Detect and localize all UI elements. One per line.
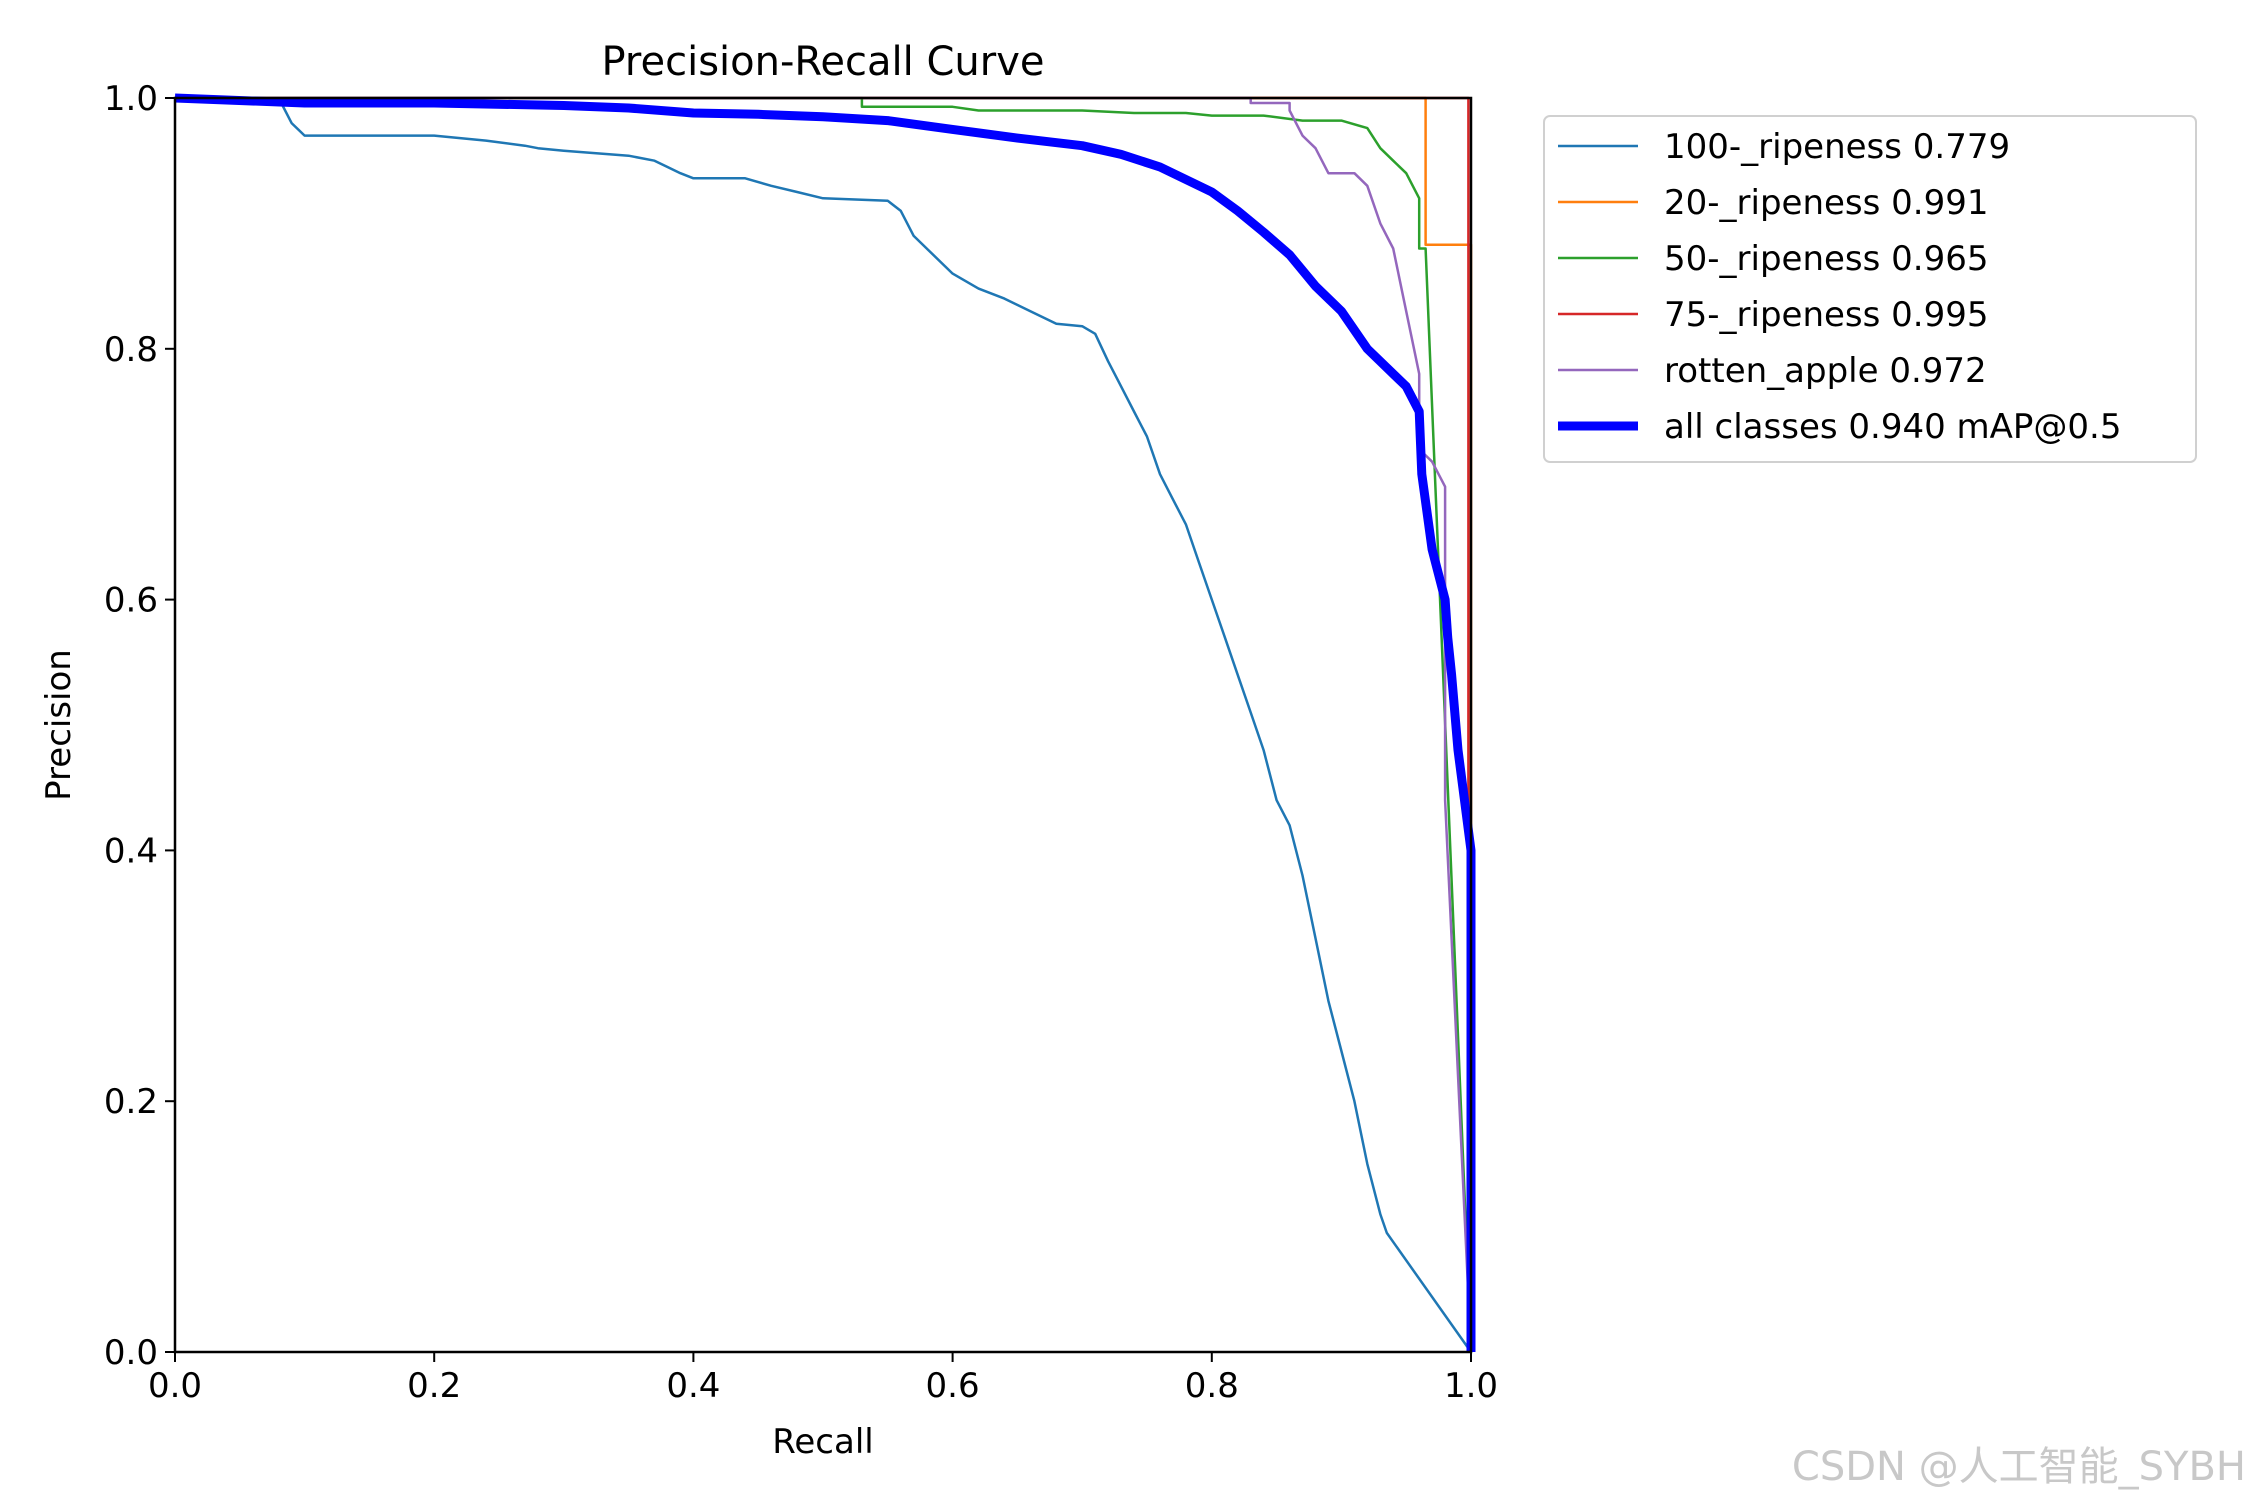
legend-label: all classes 0.940 mAP@0.5 (1664, 407, 2121, 447)
y-tick-label: 0.0 (104, 1333, 158, 1373)
legend: 100-_ripeness 0.779 20-_ripeness 0.991 50-… (1543, 115, 2197, 463)
x-tick-label: 0.8 (1185, 1366, 1239, 1406)
plot-frame (173, 96, 1473, 1354)
x-tick-label: 0.4 (666, 1366, 720, 1406)
axes: 0.0 0.2 0.4 0.6 0.8 1.0 0.0 0.2 0.4 0.6 0.8 1.0 (104, 79, 1498, 1406)
x-tick-label: 0.2 (407, 1366, 461, 1406)
x-tick-label: 1.0 (1444, 1366, 1498, 1406)
y-tick-label: 0.6 (104, 581, 158, 621)
legend-label: 75-_ripeness 0.995 (1664, 295, 1989, 335)
series-line-0 (175, 96, 1473, 1353)
x-tick-label: 0.0 (148, 1366, 202, 1406)
series-line-3 (175, 96, 1470, 1352)
x-axis-label: Recall (772, 1422, 873, 1462)
legend-label: rotten_apple 0.972 (1664, 351, 1987, 391)
series-line-2 (175, 96, 1473, 1353)
series-line-1 (175, 96, 1473, 1352)
y-tick-label: 1.0 (104, 79, 158, 119)
watermark-text: CSDN @人工智能_SYBH (1791, 1444, 2246, 1490)
plot-area (174, 93, 1476, 1353)
y-tick-label: 0.2 (104, 1082, 158, 1122)
x-tick-label: 0.6 (926, 1366, 980, 1406)
legend-label: 20-_ripeness 0.991 (1664, 183, 1989, 223)
series-line-4 (175, 96, 1473, 1353)
legend-box (1543, 115, 2197, 463)
legend-label: 50-_ripeness 0.965 (1664, 239, 1989, 279)
y-tick-label: 0.4 (104, 831, 158, 871)
y-axis-label: Precision (39, 649, 79, 801)
legend-label: 100-_ripeness 0.779 (1664, 127, 2010, 167)
chart-title: Precision-Recall Curve (602, 39, 1045, 85)
series-line-5 (174, 93, 1476, 1352)
y-tick-label: 0.8 (104, 330, 158, 370)
